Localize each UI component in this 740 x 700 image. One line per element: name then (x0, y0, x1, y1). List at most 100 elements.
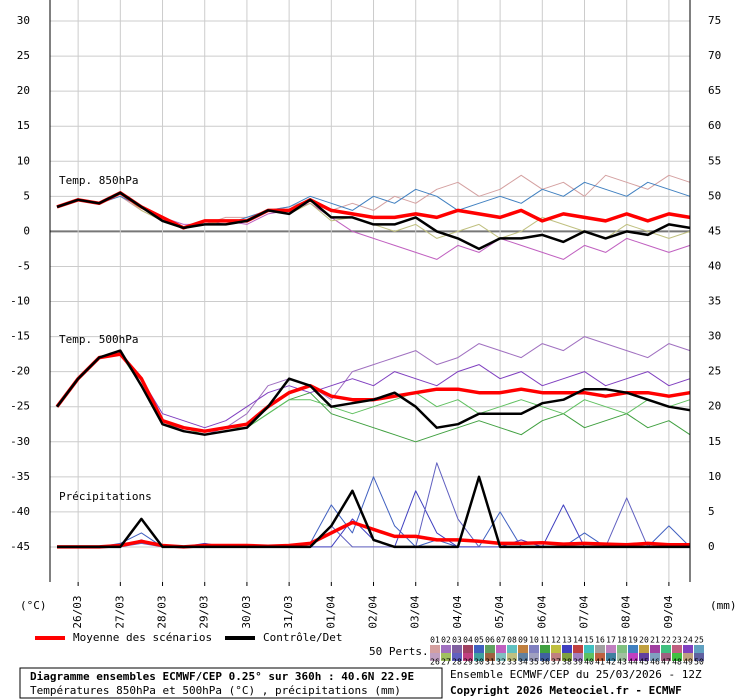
member-label: 23 (672, 636, 682, 645)
y2-tick-label: 30 (708, 330, 721, 343)
member-swatch (683, 645, 693, 653)
member-label: 46 (650, 658, 660, 667)
member-swatch (529, 653, 539, 661)
y2-tick-label: 5 (708, 505, 715, 518)
member-label: 50 (694, 658, 704, 667)
x-tick-label: 07/04 (578, 595, 591, 628)
member-swatch (617, 653, 627, 661)
x-tick-label: 28/03 (156, 595, 169, 628)
y-tick-label: -20 (10, 365, 30, 378)
member-label: 04 (463, 636, 473, 645)
x-tick-label: 04/04 (451, 595, 464, 628)
member-label: 16 (595, 636, 605, 645)
member-swatch (452, 653, 462, 661)
member-label: 30 (474, 658, 484, 667)
member-swatch (551, 645, 561, 653)
member-label: 29 (463, 658, 473, 667)
member-label: 45 (639, 658, 649, 667)
series-line (56, 349, 691, 436)
member-swatch (694, 645, 704, 653)
y-tick-label: 30 (17, 14, 30, 27)
y-tick-label: 0 (23, 224, 30, 237)
member-label: 42 (606, 658, 616, 667)
perts-label: 50 Perts. (369, 645, 429, 658)
member-swatch (617, 645, 627, 653)
member-swatch (573, 645, 583, 653)
y-tick-label: -5 (17, 259, 30, 272)
member-label: 38 (562, 658, 572, 667)
y2-tick-label: 45 (708, 224, 721, 237)
member-swatch (595, 653, 605, 661)
member-label: 33 (507, 658, 517, 667)
y-tick-label: 10 (17, 154, 30, 167)
member-swatch (507, 653, 517, 661)
legend-label: Contrôle/Det (263, 631, 342, 644)
member-label: 35 (529, 658, 539, 667)
member-label: 37 (551, 658, 561, 667)
y2-tick-label: 70 (708, 49, 721, 62)
x-tick-label: 31/03 (282, 595, 295, 628)
y-tick-label: -10 (10, 295, 30, 308)
member-swatch (639, 653, 649, 661)
member-swatch (650, 645, 660, 653)
y-tick-label: -15 (10, 330, 30, 343)
member-label: 14 (573, 636, 583, 645)
member-swatch (474, 653, 484, 661)
y2-tick-label: 15 (708, 435, 721, 448)
x-tick-label: 03/04 (409, 595, 422, 628)
member-swatch (551, 653, 561, 661)
y2-tick-label: 65 (708, 84, 721, 97)
member-swatch (562, 653, 572, 661)
member-label: 01 (430, 636, 440, 645)
y2-tick-label: 60 (708, 119, 721, 132)
y-tick-label: -40 (10, 505, 30, 518)
member-swatch (584, 653, 594, 661)
member-swatch (540, 645, 550, 653)
member-swatch (661, 653, 671, 661)
member-label: 26 (430, 658, 440, 667)
member-swatch (595, 645, 605, 653)
member-label: 48 (672, 658, 682, 667)
x-tick-label: 06/04 (535, 595, 548, 628)
member-label: 40 (584, 658, 594, 667)
member-swatch (606, 645, 616, 653)
member-label: 47 (661, 658, 671, 667)
member-label: 25 (694, 636, 704, 645)
x-tick-label: 27/03 (113, 595, 126, 628)
panel-label: Temp. 500hPa (59, 333, 138, 346)
legend-label: Moyenne des scénarios (73, 631, 212, 644)
member-swatch (430, 645, 440, 653)
series-line (56, 353, 691, 429)
series-line (57, 475, 690, 549)
member-label: 49 (683, 658, 693, 667)
member-label: 41 (595, 658, 605, 667)
member-swatch (441, 653, 451, 661)
member-label: 24 (683, 636, 693, 645)
x-tick-label: 26/03 (71, 595, 84, 628)
lines (55, 174, 691, 549)
member-swatch (672, 645, 682, 653)
member-swatch (683, 653, 693, 661)
member-swatch (452, 645, 462, 653)
y2-tick-label: 50 (708, 189, 721, 202)
member-label: 36 (540, 658, 550, 667)
member-swatch (518, 653, 528, 661)
member-label: 34 (518, 658, 528, 667)
y2-tick-label: 10 (708, 470, 721, 483)
y-tick-label: 20 (17, 84, 30, 97)
member-swatch (496, 645, 506, 653)
member-label: 19 (628, 636, 638, 645)
member-label: 22 (661, 636, 671, 645)
member-swatch (628, 653, 638, 661)
member-label: 10 (529, 636, 539, 645)
y-tick-label: 5 (23, 189, 30, 202)
member-swatch (529, 645, 539, 653)
y-tick-label: 15 (17, 119, 30, 132)
member-label: 28 (452, 658, 462, 667)
x-tick-label: 01/04 (324, 595, 337, 628)
member-label: 11 (540, 636, 550, 645)
member-label: 21 (650, 636, 660, 645)
y2-tick-label: 35 (708, 295, 721, 308)
